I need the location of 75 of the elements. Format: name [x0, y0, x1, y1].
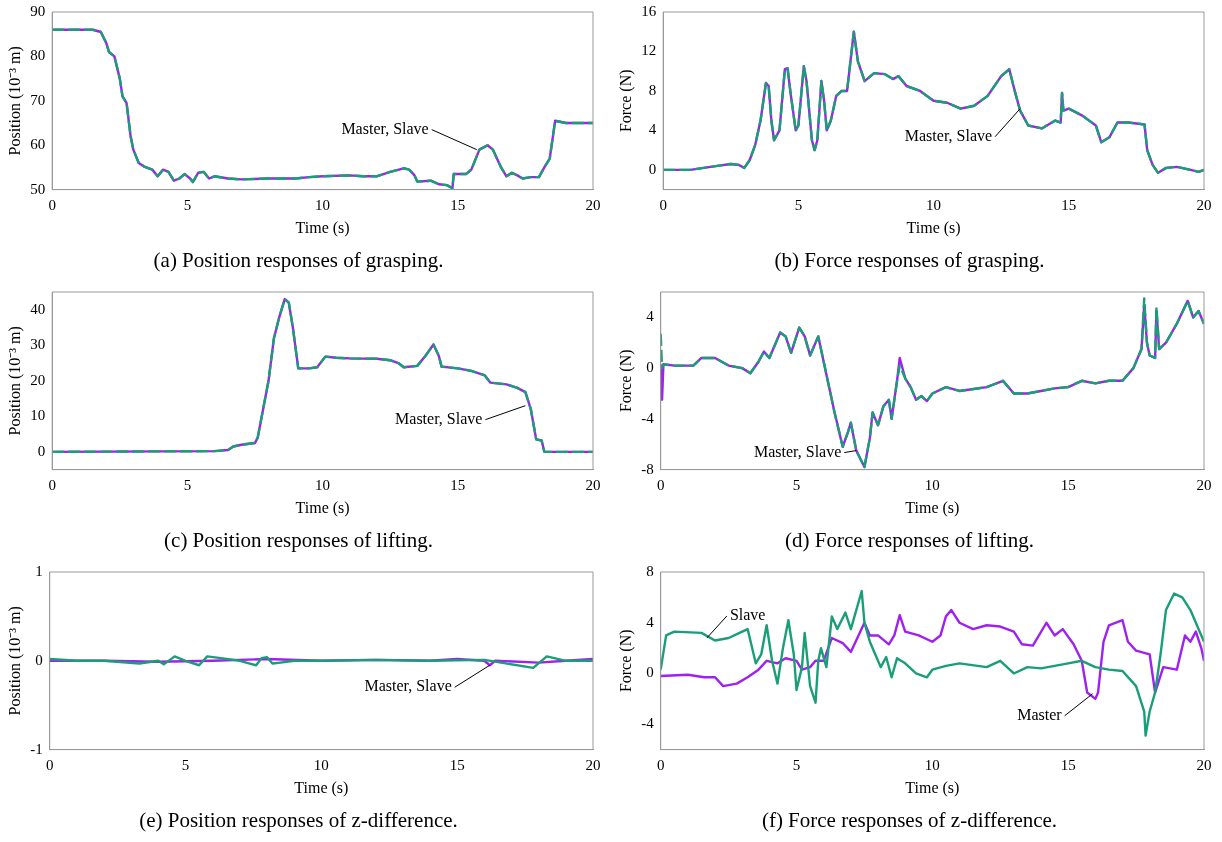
x-tick-label: 15: [1060, 476, 1076, 493]
y-tick-label: 4: [648, 121, 657, 138]
y-tick-label: 0: [646, 359, 654, 376]
x-tick-label: 10: [926, 196, 942, 213]
x-tick-label: 15: [1060, 756, 1076, 773]
y-tick-label: 0: [648, 160, 657, 177]
x-tick-label: 20: [1196, 196, 1212, 213]
y-tick-label: 12: [641, 42, 657, 59]
x-tick-label: 5: [183, 476, 192, 493]
x-axis-title: Time (s): [905, 499, 960, 518]
x-tick-label: 10: [924, 476, 940, 493]
x-axis-title: Time (s): [295, 499, 350, 518]
y-axis-title: Force (N): [616, 629, 635, 693]
y-tick-label: 16: [641, 2, 657, 19]
y-tick-label: 50: [30, 180, 46, 197]
y-tick-label: 60: [30, 136, 46, 153]
annotation: Master, Slave: [753, 442, 842, 460]
x-tick-label: 20: [1196, 756, 1212, 773]
y-tick-label: -1: [30, 740, 43, 757]
text: (d) Force responses of lifting.: [784, 527, 1035, 552]
y-tick-label: -8: [641, 460, 654, 477]
x-tick-label: 20: [1196, 476, 1212, 493]
annotation: Master, Slave: [904, 126, 993, 144]
annotation: Master, Slave: [364, 677, 452, 695]
y-tick-label: 0: [35, 651, 43, 668]
x-tick-label: 20: [585, 756, 601, 773]
y-tick-label: 30: [30, 336, 46, 353]
x-tick-label: 5: [794, 196, 803, 213]
y-tick-label: 40: [30, 300, 46, 317]
annotation: Master, Slave: [395, 409, 483, 427]
y-tick-label: 0: [37, 442, 46, 459]
x-tick-label: 5: [792, 476, 801, 493]
annotation: Master, Slave: [341, 119, 429, 137]
x-axis-title: Time (s): [295, 219, 350, 238]
x-tick-label: 20: [585, 476, 601, 493]
y-tick-label: 8: [648, 81, 657, 98]
y-tick-label: -4: [641, 715, 655, 732]
text: (c) Position responses of lifting.: [164, 527, 433, 552]
y-tick-label: 20: [30, 371, 46, 388]
y-tick-label: 4: [646, 613, 655, 630]
text: (a) Position responses of grasping.: [153, 247, 444, 272]
x-tick-label: 10: [313, 756, 329, 773]
y-axis-title: Position (10⁻³ m): [5, 46, 24, 156]
x-tick-label: 10: [924, 756, 940, 773]
text: (b) Force responses of grasping.: [774, 247, 1045, 272]
x-tick-label: 20: [585, 196, 601, 213]
x-tick-label: 15: [1061, 196, 1077, 213]
y-tick-label: 0: [646, 664, 654, 681]
x-axis-title: Time (s): [905, 779, 960, 798]
y-tick-label: 8: [646, 562, 654, 579]
y-tick-label: 10: [30, 407, 46, 424]
x-tick-label: 5: [181, 756, 190, 773]
x-tick-label: 5: [183, 196, 192, 213]
y-tick-label: 70: [30, 91, 46, 108]
x-tick-label: 10: [315, 196, 331, 213]
y-tick-label: -4: [641, 409, 655, 426]
y-tick-label: 80: [30, 47, 46, 64]
y-axis-title: Position (10⁻³ m): [5, 326, 24, 436]
annotation: Master: [1017, 705, 1063, 723]
y-axis-title: Position (10⁻³ m): [5, 606, 24, 716]
x-axis-title: Time (s): [294, 779, 349, 798]
x-tick-label: 15: [449, 756, 465, 773]
y-axis-title: Force (N): [616, 69, 635, 133]
x-axis-title: Time (s): [906, 219, 961, 238]
x-tick-label: 5: [792, 756, 801, 773]
x-tick-label: 15: [450, 196, 466, 213]
annotation: Slave: [729, 606, 766, 624]
y-tick-label: 4: [646, 308, 655, 325]
text: (f) Force responses of z-difference.: [761, 807, 1058, 832]
text: (e) Position responses of z-difference.: [139, 807, 458, 832]
y-tick-label: 1: [35, 562, 43, 579]
y-tick-label: 90: [30, 2, 46, 19]
x-tick-label: 15: [450, 476, 466, 493]
x-tick-label: 10: [315, 476, 331, 493]
y-axis-title: Force (N): [616, 349, 635, 413]
